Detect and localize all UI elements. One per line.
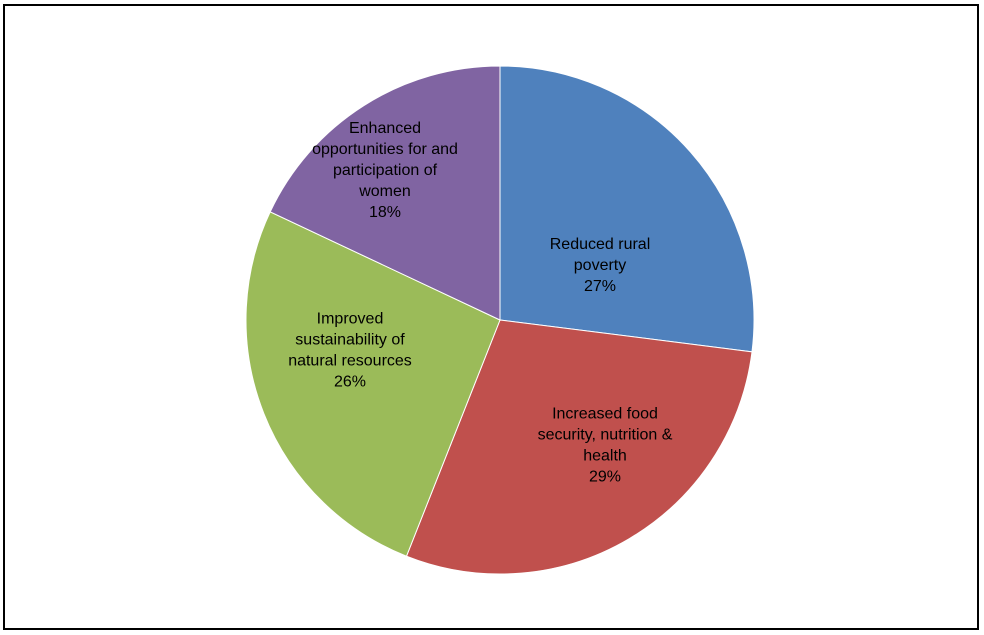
pie-data-labels: Reduced rural poverty 27% Increased food sec… [288, 120, 673, 486]
slice-percent-label: 26% [334, 374, 366, 391]
slice-category-label: Enhanced [349, 120, 421, 137]
slice-category-label: Reduced rural [550, 236, 651, 253]
pie-slices [245, 65, 755, 575]
slice-category-label: Increased food [552, 406, 658, 423]
slice-percent-label: 18% [369, 204, 401, 221]
slice-percent-label: 29% [589, 469, 621, 486]
slice-category-label: participation of [333, 162, 438, 179]
slice-category-label: opportunities for and [312, 141, 458, 158]
slice-category-label: women [358, 183, 411, 200]
slice-category-label: sustainability of [295, 332, 405, 349]
pie-slice-4 [269, 65, 501, 321]
pie-slice-label-1: Reduced rural poverty 27% [550, 236, 651, 295]
slice-category-label: natural resources [288, 353, 412, 370]
slice-category-label: health [583, 448, 627, 465]
pie-slice-label-2: Increased food security, nutrition & healt… [538, 406, 673, 486]
pie-slice-1 [499, 65, 755, 353]
pie-slice-label-3: Improved sustainability of natural resourc… [288, 311, 412, 391]
slice-percent-label: 27% [584, 278, 616, 295]
slice-category-label: poverty [574, 257, 626, 274]
pie-slice-2 [405, 319, 753, 575]
slice-category-label: Improved [317, 311, 384, 328]
slice-category-label: security, nutrition & [538, 427, 673, 444]
pie-slice-3 [245, 211, 501, 557]
pie-slice-label-4: Enhanced opportunities for and participati… [312, 120, 458, 221]
